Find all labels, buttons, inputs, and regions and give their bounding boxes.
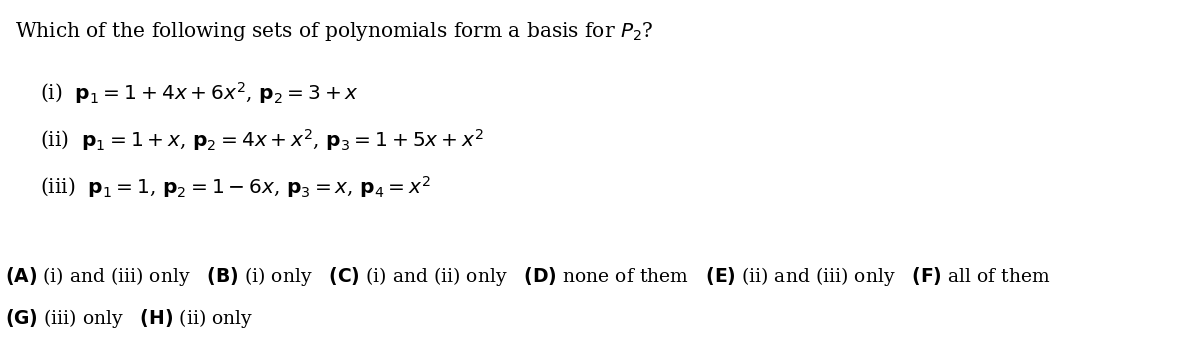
Text: $\mathbf{(A)}$ (i) and (iii) only   $\mathbf{(B)}$ (i) only   $\mathbf{(C)}$ (i): $\mathbf{(A)}$ (i) and (iii) only $\math…	[5, 265, 1051, 288]
Text: (ii)  $\mathbf{p}_1 = 1 + x$, $\mathbf{p}_2 = 4x + x^2$, $\mathbf{p}_3 = 1 + 5x : (ii) $\mathbf{p}_1 = 1 + x$, $\mathbf{p}…	[40, 127, 484, 153]
Text: (iii)  $\mathbf{p}_1 = 1$, $\mathbf{p}_2 = 1 - 6x$, $\mathbf{p}_3 = x$, $\mathbf: (iii) $\mathbf{p}_1 = 1$, $\mathbf{p}_2 …	[40, 174, 431, 200]
Text: (i)  $\mathbf{p}_1 = 1 + 4x + 6x^2$, $\mathbf{p}_2 = 3 + x$: (i) $\mathbf{p}_1 = 1 + 4x + 6x^2$, $\ma…	[40, 80, 359, 106]
Text: Which of the following sets of polynomials form a basis for $P_2$?: Which of the following sets of polynomia…	[14, 20, 654, 43]
Text: $\mathbf{(G)}$ (iii) only   $\mathbf{(H)}$ (ii) only: $\mathbf{(G)}$ (iii) only $\mathbf{(H)}$…	[5, 307, 253, 330]
